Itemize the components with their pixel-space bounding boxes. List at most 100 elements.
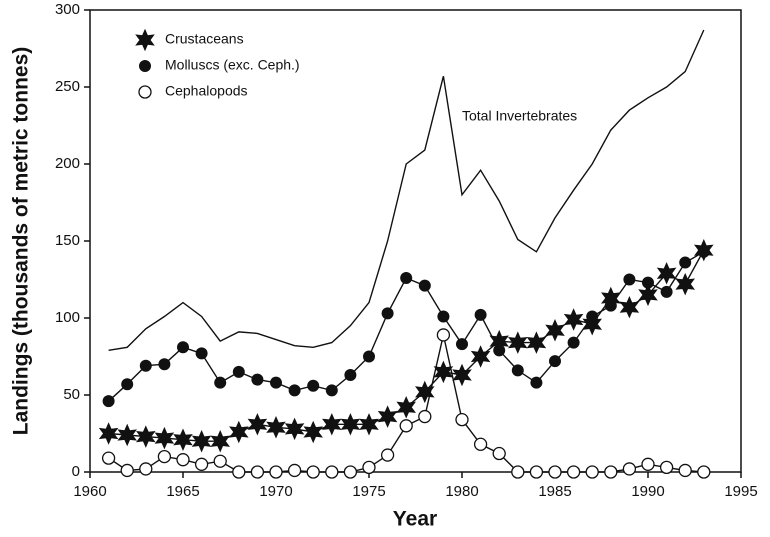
filled-marker — [214, 376, 227, 389]
star-marker — [229, 420, 249, 444]
y-tick-label: 300 — [55, 1, 80, 18]
x-tick-label: 1980 — [445, 483, 478, 500]
x-tick-label: 1965 — [166, 483, 199, 500]
open-marker — [566, 465, 581, 479]
star-marker — [452, 363, 472, 387]
filled-marker — [325, 384, 338, 397]
legend-label: Cephalopods — [165, 83, 248, 99]
x-tick-label: 1970 — [259, 483, 292, 500]
star-marker — [619, 295, 640, 319]
x-tick-label: 1995 — [724, 483, 757, 500]
legend-label: Molluscs (exc. Ceph.) — [165, 57, 300, 73]
filled-marker — [642, 276, 654, 289]
filled-marker — [344, 368, 357, 381]
series-annotation: Total Invertebrates — [462, 108, 577, 124]
star-marker — [526, 331, 547, 354]
open-marker — [194, 457, 209, 471]
open-marker — [250, 465, 265, 479]
filled-marker — [139, 60, 151, 72]
star-marker — [433, 360, 454, 384]
filled-marker — [381, 307, 394, 320]
y-tick-label: 0 — [72, 463, 80, 480]
open-marker — [380, 448, 395, 462]
open-marker — [287, 463, 302, 478]
open-marker — [232, 465, 246, 479]
star-marker — [173, 428, 193, 451]
filled-marker — [232, 365, 245, 378]
open-marker — [176, 453, 190, 467]
star-marker — [582, 312, 602, 336]
open-marker — [362, 460, 376, 475]
filled-marker — [623, 273, 636, 286]
open-marker — [604, 465, 618, 479]
star-marker — [266, 416, 286, 439]
open-marker — [455, 412, 469, 427]
filled-marker — [270, 376, 282, 389]
star-marker — [638, 283, 658, 307]
star-marker — [359, 413, 379, 436]
filled-marker — [511, 364, 524, 377]
open-marker — [697, 465, 711, 479]
open-marker — [120, 463, 134, 478]
star-marker — [508, 331, 528, 354]
open-marker — [585, 465, 599, 479]
star-marker — [396, 396, 416, 419]
x-tick-label: 1985 — [538, 483, 571, 500]
open-marker — [548, 465, 562, 479]
filled-marker — [474, 308, 487, 321]
star-marker — [154, 426, 175, 450]
open-marker — [473, 437, 488, 451]
filled-marker — [530, 376, 543, 389]
filled-marker — [660, 285, 673, 298]
open-marker — [492, 446, 506, 461]
open-marker — [418, 409, 432, 424]
x-tick-label: 1990 — [631, 483, 664, 500]
open-marker — [269, 465, 283, 479]
star-marker — [545, 319, 565, 342]
open-marker — [399, 419, 413, 433]
filled-marker — [102, 395, 115, 408]
y-axis-title: Landings (thousands of metric tonnes) — [10, 47, 33, 436]
filled-marker — [697, 245, 710, 258]
star-marker — [135, 28, 155, 52]
open-marker — [622, 462, 637, 476]
open-marker — [138, 85, 152, 99]
open-marker — [139, 462, 153, 476]
filled-marker — [195, 347, 208, 360]
star-marker — [470, 345, 491, 368]
star-marker — [210, 429, 230, 453]
filled-marker — [493, 344, 506, 357]
filled-marker — [177, 341, 189, 354]
open-marker — [436, 328, 451, 342]
star-marker — [191, 429, 212, 453]
star-marker — [117, 423, 137, 447]
filled-marker — [307, 379, 320, 392]
open-marker — [529, 465, 544, 479]
open-marker — [343, 465, 358, 479]
star-marker — [284, 417, 305, 441]
star-marker — [322, 413, 342, 436]
open-marker — [659, 460, 674, 475]
filled-marker — [400, 271, 413, 284]
y-tick-label: 200 — [55, 155, 80, 172]
filled-marker — [418, 279, 431, 292]
open-marker — [157, 449, 172, 464]
open-marker — [306, 465, 320, 479]
filled-marker — [437, 310, 450, 323]
open-marker — [678, 463, 692, 478]
filled-marker — [363, 350, 375, 363]
y-tick-label: 250 — [55, 78, 80, 95]
filled-marker — [586, 310, 599, 323]
star-marker — [303, 420, 323, 444]
filled-marker — [158, 358, 171, 371]
filled-marker — [139, 359, 152, 372]
star-marker — [563, 308, 584, 331]
x-axis-title: Year — [393, 508, 437, 531]
x-tick-label: 1975 — [352, 483, 385, 500]
plot-frame — [89, 9, 742, 473]
filled-marker — [288, 384, 301, 397]
y-tick-label: 50 — [63, 386, 80, 403]
series-line — [108, 29, 705, 351]
y-tick-label: 100 — [55, 309, 80, 326]
